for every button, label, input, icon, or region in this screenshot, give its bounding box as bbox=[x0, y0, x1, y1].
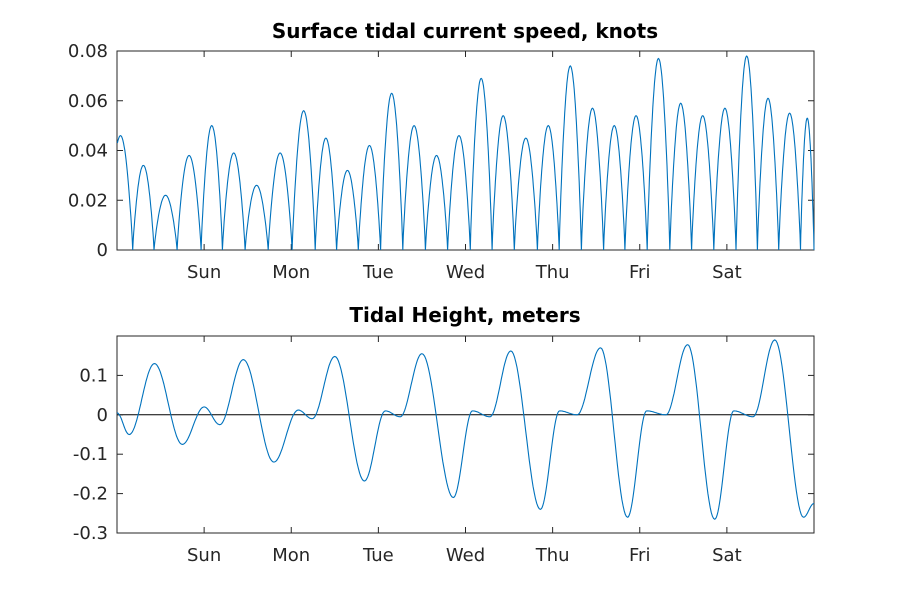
x-tick-label: Thu bbox=[535, 262, 570, 283]
series-line-current-speed bbox=[116, 55, 815, 251]
y-tick-label: -0.1 bbox=[73, 444, 108, 465]
x-tick-label: Fri bbox=[629, 262, 650, 283]
y-tick-label: 0.02 bbox=[68, 190, 108, 211]
x-tick-label: Wed bbox=[446, 545, 485, 566]
plot-area bbox=[116, 50, 815, 251]
x-tick-label: Wed bbox=[446, 262, 485, 283]
axis-ticks: 0 0.02 0.04 0.06 0.08 Sun Mon Tue Wed Thu Fri Sat bbox=[68, 41, 814, 283]
x-tick-label: Fri bbox=[629, 545, 650, 566]
x-tick-label: Sun bbox=[187, 262, 221, 283]
y-tick-label: 0.06 bbox=[68, 91, 108, 112]
x-tick-label: Thu bbox=[535, 545, 570, 566]
x-tick-label: Mon bbox=[272, 545, 310, 566]
tidal-height-chart: Tidal Height, meters -0.3 -0.2 -0.1 0 0.1 Sun… bbox=[73, 303, 815, 566]
current-speed-chart: Surface tidal current speed, knots 0 0.02… bbox=[68, 19, 815, 283]
x-tick-label: Tue bbox=[362, 262, 394, 283]
y-tick-label: 0.1 bbox=[79, 365, 108, 386]
y-tick-label: 0 bbox=[97, 405, 108, 426]
series-line-tidal-height bbox=[116, 339, 815, 520]
y-tick-label: 0.08 bbox=[68, 41, 108, 62]
chart-title: Surface tidal current speed, knots bbox=[272, 19, 658, 43]
x-tick-label: Tue bbox=[362, 545, 394, 566]
x-tick-label: Sun bbox=[187, 545, 221, 566]
chart-title: Tidal Height, meters bbox=[349, 303, 580, 327]
y-tick-label: -0.2 bbox=[73, 484, 108, 505]
y-tick-label: -0.3 bbox=[73, 523, 108, 544]
y-tick-label: 0 bbox=[97, 240, 108, 261]
y-tick-label: 0.04 bbox=[68, 141, 108, 162]
x-tick-label: Sat bbox=[712, 545, 742, 566]
x-tick-label: Sat bbox=[712, 262, 742, 283]
axis-ticks: -0.3 -0.2 -0.1 0 0.1 Sun Mon Tue Wed Thu Fri Sat bbox=[73, 336, 814, 566]
x-tick-label: Mon bbox=[272, 262, 310, 283]
